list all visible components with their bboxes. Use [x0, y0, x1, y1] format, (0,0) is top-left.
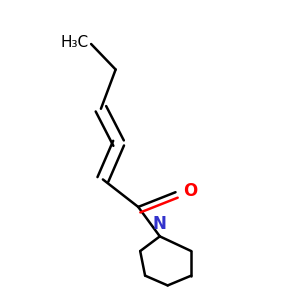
Text: N: N [153, 215, 167, 233]
Text: H₃C: H₃C [60, 35, 88, 50]
Text: O: O [183, 182, 197, 200]
